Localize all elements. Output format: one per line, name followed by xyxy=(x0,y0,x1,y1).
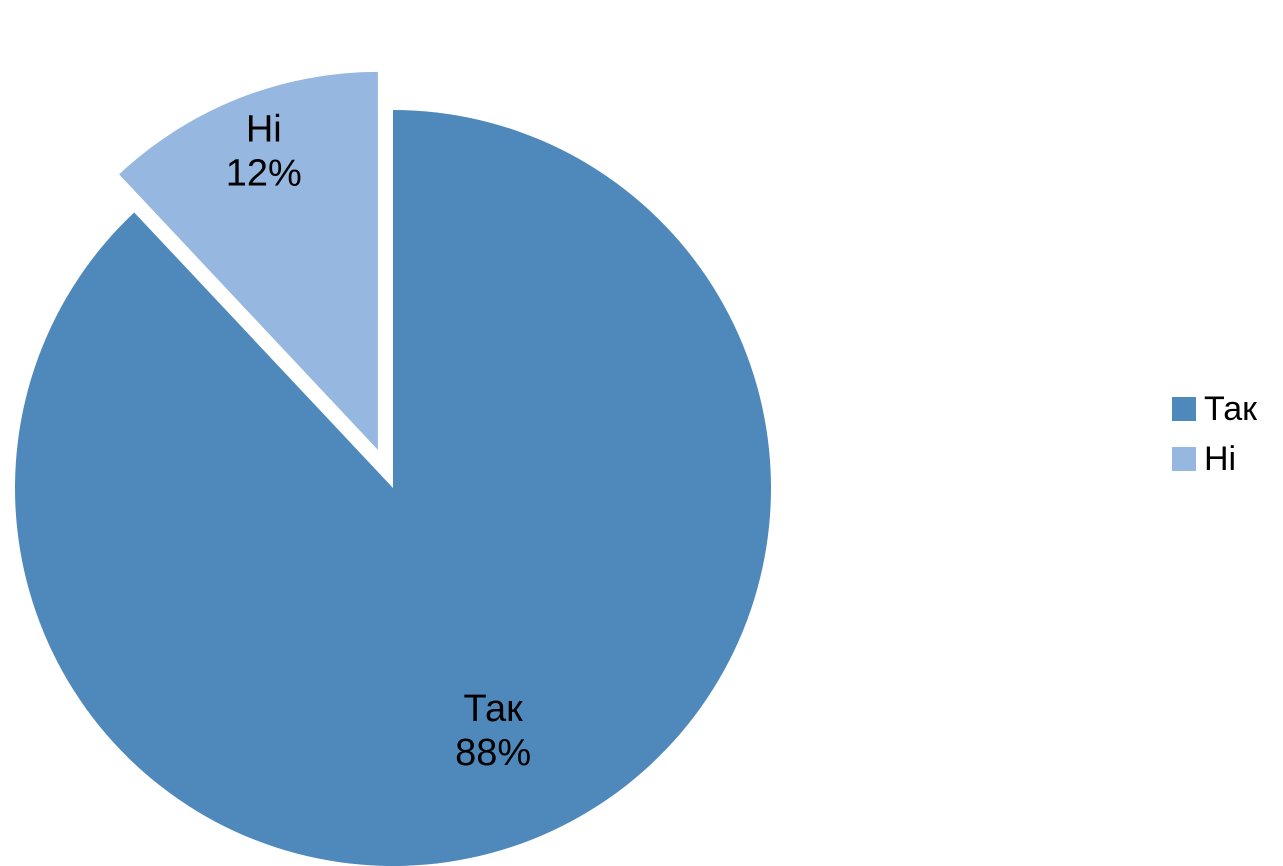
slice-percent-label: 12% xyxy=(226,153,302,195)
legend-swatch-ni xyxy=(1172,447,1196,471)
legend-swatch-tak xyxy=(1172,397,1196,421)
slice-category-label: Так xyxy=(464,688,524,730)
legend-item-ni: Ні xyxy=(1172,436,1277,482)
pie-slice-ni xyxy=(119,71,378,450)
chart-legend: Так Ні xyxy=(1172,386,1277,486)
slice-percent-label: 88% xyxy=(455,732,531,774)
pie-slice-tak xyxy=(14,110,771,866)
legend-item-tak: Так xyxy=(1172,386,1277,432)
legend-label-tak: Так xyxy=(1204,390,1258,428)
slice-category-label: Ні xyxy=(246,109,282,151)
legend-label-ni: Ні xyxy=(1204,440,1237,478)
